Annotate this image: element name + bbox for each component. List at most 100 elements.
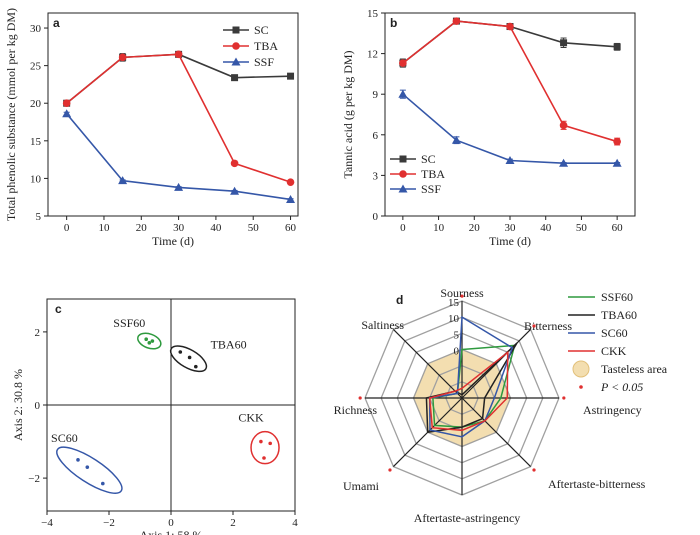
- x-tick-label: 60: [612, 222, 624, 234]
- legend-label-sc: SC: [421, 152, 436, 166]
- x-tick-label: 60: [285, 222, 297, 234]
- panel-c-letter: c: [55, 302, 62, 316]
- legend-label-tasteless-area: Tasteless area: [601, 362, 668, 376]
- radar-series-sc60: [428, 315, 514, 438]
- x-tick-label: 0: [168, 517, 174, 529]
- significance-marker: [532, 324, 536, 328]
- sample-point-ckk: [259, 439, 263, 444]
- cluster-label-tba60: TBA60: [211, 338, 247, 352]
- legend-marker-tba: [232, 42, 240, 50]
- data-point-tba: [286, 178, 295, 186]
- cluster-label-sc60: SC60: [51, 431, 78, 445]
- sample-point-ckk: [268, 441, 273, 446]
- y-tick-label: 6: [373, 130, 379, 142]
- data-point-ssf: [118, 176, 128, 185]
- x-tick-label: 40: [540, 222, 552, 234]
- x-tick-label: 0: [400, 222, 406, 234]
- data-point-sc: [560, 39, 568, 47]
- sample-point-sc60: [101, 481, 105, 486]
- y-tick-label: 25: [30, 61, 42, 73]
- data-point-sc: [231, 74, 239, 82]
- sample-point-sc60: [85, 465, 90, 469]
- significance-marker: [562, 396, 566, 400]
- x-tick-label: 30: [505, 222, 517, 234]
- y-tick-label: −2: [28, 473, 40, 485]
- data-point-ssf: [451, 135, 461, 144]
- legend-label-ssf60: SSF60: [601, 290, 633, 304]
- radar-tick-label: 5: [454, 329, 460, 341]
- legend-marker-ssf: [231, 57, 241, 66]
- sample-point-ckk: [262, 456, 266, 460]
- y-tick-label: 0: [373, 211, 379, 223]
- radar-tick-label: 0: [454, 346, 460, 358]
- series-line-tba: [402, 20, 618, 143]
- y-axis-label: Total phenolic substance (mmol per kg DM…: [4, 8, 18, 221]
- legend-significance-dot: [579, 385, 583, 389]
- legend-label-tba: TBA: [421, 167, 445, 181]
- x-tick-label: 30: [173, 222, 185, 234]
- y-tick-label: 3: [373, 170, 379, 182]
- panel-d-letter: d: [396, 293, 403, 307]
- radar-spoke: [461, 328, 532, 399]
- panel-d-radar-chart: d 15 10 5 0 Sourness Bitterness Astringency Aft…: [334, 286, 668, 525]
- series-line-tba: [66, 53, 291, 183]
- x-tick-label: 40: [210, 222, 222, 234]
- significance-marker: [388, 468, 392, 472]
- x-tick-label: 2: [230, 517, 236, 529]
- data-point-tba: [559, 121, 568, 130]
- legend-label-sc60: SC60: [601, 326, 628, 340]
- significance-marker: [532, 468, 536, 472]
- x-tick-label: 0: [64, 222, 70, 234]
- cluster-label-ckk: CKK: [238, 411, 264, 425]
- x-axis-label: Time (d): [489, 234, 531, 248]
- data-point-ssf: [62, 109, 72, 118]
- data-point-tba: [452, 17, 461, 25]
- x-tick-label: −4: [41, 517, 53, 529]
- data-point-tba: [174, 50, 183, 59]
- sample-point-sc60: [76, 458, 80, 462]
- sample-point-tba60: [178, 350, 183, 354]
- y-tick-label: 15: [367, 8, 379, 20]
- data-point-sc: [287, 72, 295, 80]
- y-tick-label: 20: [30, 98, 42, 110]
- y-tick-label: 2: [35, 327, 41, 339]
- x-tick-label: 20: [136, 222, 148, 234]
- legend-label-p-value: P < 0.05: [600, 380, 643, 394]
- data-point-tba: [118, 53, 127, 62]
- data-point-tba: [230, 159, 239, 168]
- x-axis-label: Time (d): [152, 234, 194, 248]
- legend-label-tba: TBA: [254, 39, 278, 53]
- data-point-ssf: [612, 158, 622, 167]
- x-tick-label: 20: [469, 222, 481, 234]
- data-point-tba: [399, 59, 407, 67]
- radar-spoke: [392, 328, 463, 399]
- radar-axis-label-aftertaste-astringency: Aftertaste-astringency: [414, 511, 521, 525]
- data-point-tba: [506, 22, 514, 31]
- panel-b-letter: b: [390, 16, 397, 30]
- legend-label-tba60: TBA60: [601, 308, 637, 322]
- radar-axis-label-richness: Richness: [334, 403, 378, 417]
- significance-marker: [460, 294, 464, 298]
- legend-tasteless-swatch: [572, 360, 590, 378]
- y-tick-label: 0: [35, 400, 41, 412]
- sample-point-ssf60: [144, 337, 148, 342]
- radar-tick-label: 10: [448, 313, 460, 325]
- y-axis-label: Axis 2: 30.8 %: [11, 369, 25, 441]
- data-point-ssf: [174, 182, 184, 191]
- sample-point-tba60: [194, 364, 198, 369]
- y-tick-label: 12: [367, 49, 378, 61]
- y-tick-label: 30: [30, 23, 42, 35]
- x-tick-label: 50: [248, 222, 260, 234]
- panel-a-letter: a: [53, 16, 60, 30]
- y-axis-label: Tannic acid (g per kg DM): [341, 50, 355, 178]
- cluster-ellipse-tba60: [169, 345, 208, 373]
- sample-point-ssf60: [147, 341, 152, 345]
- legend-label-ckk: CKK: [601, 344, 627, 358]
- data-point-ssf: [559, 158, 569, 167]
- radar-axis-label-saltiness: Saltiness: [361, 318, 404, 332]
- x-tick-label: 10: [98, 222, 110, 234]
- legend-marker-tba: [399, 170, 407, 178]
- radar-tick-label: 15: [448, 297, 460, 309]
